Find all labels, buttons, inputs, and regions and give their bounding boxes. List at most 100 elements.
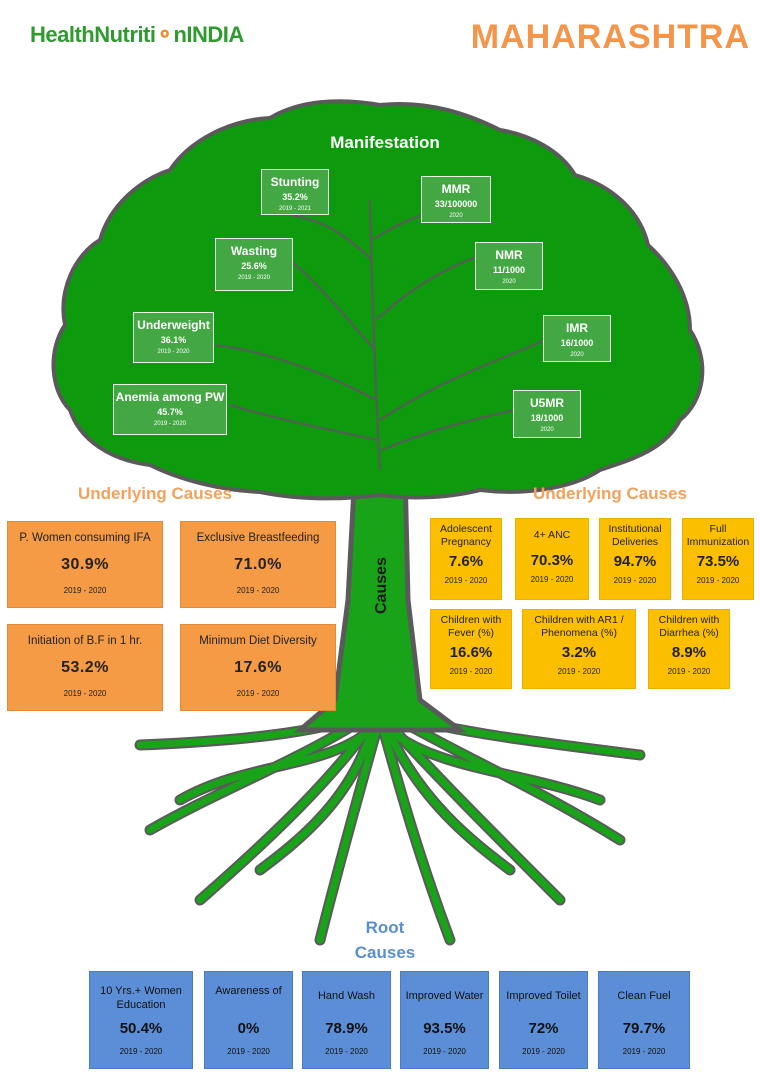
brand-logo[interactable]: HealthNutriti⚬nINDIA (30, 22, 244, 48)
root-box-awareness: Awareness of 0% 2019 - 2020 (204, 971, 293, 1069)
manifest-label: Anemia among PW (115, 390, 225, 404)
manifest-box-mmr: MMR 33/100000 2020 (421, 176, 491, 223)
root-label: Improved Toilet (506, 990, 581, 1002)
underlying-year: 2019 - 2020 (236, 689, 280, 698)
root-label: Hand Wash (317, 990, 376, 1002)
underlying-value: 3.2% (561, 644, 597, 661)
underlying-label: P. Women consuming IFA (19, 532, 151, 544)
tree-roots (134, 704, 646, 946)
underlying-label: Adolescent Pregnancy (440, 523, 492, 548)
manifest-year: 2019 - 2020 (237, 275, 271, 281)
manifest-value: 35.2% (282, 192, 308, 202)
underlying-label: Initiation of B.F in 1 hr. (27, 635, 143, 647)
manifest-label: Stunting (270, 175, 320, 189)
root-year: 2019 - 2020 (227, 1047, 270, 1056)
manifest-year: 2020 (540, 427, 554, 433)
logo-text-part1: HealthNutriti (30, 22, 156, 47)
root-year: 2019 - 2020 (622, 1047, 666, 1056)
root-label: Awareness of (215, 985, 282, 997)
underlying-year: 2019 - 2020 (667, 667, 711, 676)
state-title: MAHARASHTRA (470, 18, 750, 56)
underlying-label: Minimum Diet Diversity (199, 635, 317, 647)
underlying-year: 2019 - 2020 (613, 576, 657, 585)
underlying-box-initiation-bf: Initiation of B.F in 1 hr. 53.2% 2019 - … (7, 624, 163, 711)
underlying-box-ifa: P. Women consuming IFA 30.9% 2019 - 2020 (7, 521, 163, 608)
root-value: 78.9% (325, 1020, 368, 1037)
tree-trunk (293, 467, 468, 733)
manifestation-title: Manifestation (330, 133, 440, 152)
root-value: 0% (237, 1020, 260, 1037)
root-title-line1: Root (365, 918, 405, 937)
trunk-causes-label: Causes (373, 557, 390, 614)
manifest-value: 36.1% (160, 335, 187, 345)
manifest-label: Underweight (137, 318, 210, 332)
underlying-year: 2019 - 2020 (236, 586, 280, 595)
underlying-value: 7.6% (448, 553, 484, 570)
root-value: 93.5% (423, 1020, 466, 1037)
manifest-value: 33/100000 (434, 199, 478, 209)
manifest-value: 25.6% (241, 261, 267, 271)
logo-text-part2: nINDIA (173, 22, 244, 47)
underlying-box-fever: Children with Fever (%) 16.6% 2019 - 202… (430, 609, 512, 689)
manifest-year: 2019 - 2020 (157, 349, 190, 355)
underlying-label: 4+ ANC (533, 529, 571, 541)
underlying-value: 94.7% (613, 553, 657, 570)
root-year: 2019 - 2020 (119, 1047, 163, 1056)
root-box-hand-wash: Hand Wash 78.9% 2019 - 2020 (302, 971, 391, 1069)
underlying-year: 2019 - 2020 (63, 689, 107, 698)
root-box-improved-water: Improved Water 93.5% 2019 - 2020 (400, 971, 489, 1069)
underlying-value: 16.6% (449, 644, 493, 661)
root-year: 2019 - 2020 (522, 1047, 565, 1056)
underlying-year: 2019 - 2020 (444, 576, 488, 585)
underlying-box-ari: Children with AR1 / Phenomena (%) 3.2% 2… (522, 609, 636, 689)
root-year: 2019 - 2020 (325, 1047, 368, 1056)
underlying-year: 2019 - 2020 (557, 667, 601, 676)
underlying-year: 2019 - 2020 (449, 667, 493, 676)
manifest-label: NMR (495, 248, 523, 262)
root-label: Clean Fuel (617, 990, 671, 1002)
manifest-value: 45.7% (157, 407, 183, 417)
underlying-label: Exclusive Breastfeeding (196, 532, 320, 544)
underlying-label: Children with Fever (%) (440, 614, 502, 639)
underlying-label: Children with AR1 / Phenomena (%) (534, 614, 624, 639)
underlying-value: 70.3% (530, 552, 574, 569)
manifest-box-imr: IMR 16/1000 2020 (543, 315, 611, 362)
root-label: Improved Water (405, 990, 484, 1002)
underlying-causes-right-title: Underlying Causes (533, 484, 687, 503)
underlying-value: 17.6% (234, 659, 282, 676)
manifest-box-u5mr: U5MR 18/1000 2020 (513, 390, 581, 438)
underlying-box-full-immunization: Full Immunization 73.5% 2019 - 2020 (682, 518, 754, 600)
underlying-box-breastfeeding: Exclusive Breastfeeding 71.0% 2019 - 202… (180, 521, 336, 608)
root-label: 10 Yrs.+ Women Education (100, 985, 182, 1011)
manifest-year: 2019 - 2020 (153, 421, 187, 427)
root-box-women-education: 10 Yrs.+ Women Education 50.4% 2019 - 20… (89, 971, 193, 1069)
root-value: 72% (528, 1020, 559, 1037)
underlying-value: 53.2% (61, 659, 109, 676)
underlying-causes-left-title: Underlying Causes (78, 484, 232, 503)
manifest-value: 16/1000 (560, 338, 594, 348)
manifest-box-underweight: Underweight 36.1% 2019 - 2020 (133, 312, 214, 363)
manifest-value: 11/1000 (492, 265, 526, 275)
manifest-box-stunting: Stunting 35.2% 2019 - 2021 (261, 169, 329, 215)
manifest-year: 2020 (570, 352, 584, 358)
underlying-box-diarrhea: Children with Diarrhea (%) 8.9% 2019 - 2… (648, 609, 730, 689)
manifest-box-wasting: Wasting 25.6% 2019 - 2020 (215, 238, 293, 291)
underlying-box-diet-diversity: Minimum Diet Diversity 17.6% 2019 - 2020 (180, 624, 336, 711)
underlying-year: 2019 - 2020 (530, 575, 574, 584)
underlying-value: 8.9% (671, 644, 707, 661)
underlying-year: 2019 - 2020 (696, 576, 740, 585)
underlying-value: 71.0% (234, 556, 282, 573)
logo-o-icon: ⚬ (155, 22, 174, 47)
underlying-label: Full Immunization (686, 523, 750, 548)
underlying-box-adolescent-pregnancy: Adolescent Pregnancy 7.6% 2019 - 2020 (430, 518, 502, 600)
underlying-year: 2019 - 2020 (63, 586, 107, 595)
manifest-year: 2020 (449, 213, 463, 219)
root-value: 50.4% (119, 1020, 163, 1037)
manifest-year: 2020 (502, 279, 516, 285)
underlying-box-institutional-deliveries: Institutional Deliveries 94.7% 2019 - 20… (599, 518, 671, 600)
manifest-value: 18/1000 (530, 413, 564, 423)
manifest-label: Wasting (230, 244, 278, 258)
root-box-clean-fuel: Clean Fuel 79.7% 2019 - 2020 (598, 971, 690, 1069)
underlying-value: 73.5% (696, 553, 740, 570)
underlying-box-anc: 4+ ANC 70.3% 2019 - 2020 (515, 518, 589, 600)
